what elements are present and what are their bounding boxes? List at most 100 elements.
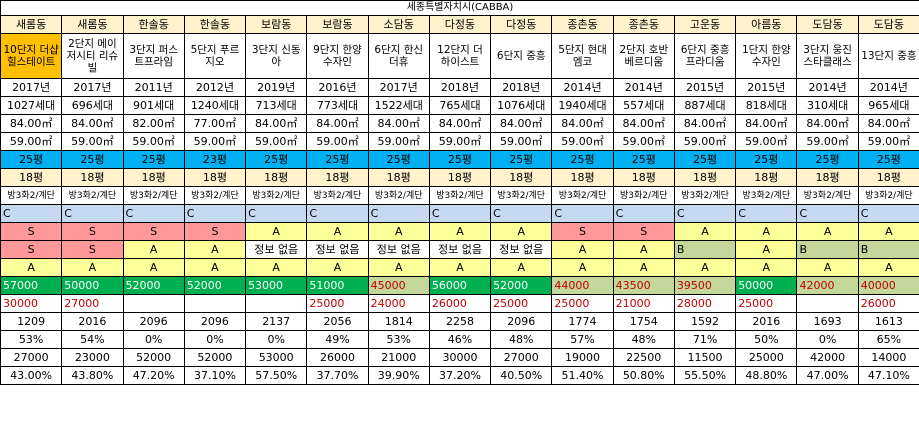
- ratio-percent-cell[interactable]: 37.10%: [183, 366, 247, 385]
- jeonse-ratio-cell[interactable]: 71%: [673, 330, 737, 349]
- pyeong-18-cell[interactable]: 18평: [367, 168, 430, 187]
- gap-amount-cell[interactable]: 11500: [673, 348, 737, 367]
- price-per-pyeong-cell[interactable]: 2137: [245, 312, 308, 331]
- gap-amount-cell[interactable]: 14000: [857, 348, 919, 367]
- area-59-cell[interactable]: 59.00㎡: [428, 132, 492, 151]
- jeonse-ratio-cell[interactable]: 48%: [490, 330, 553, 349]
- complex-name-cell[interactable]: 3단지 퍼스트프라임: [122, 33, 185, 79]
- pyeong-25-cell[interactable]: 25평: [61, 150, 124, 169]
- pyeong-25-cell[interactable]: 25평: [245, 150, 308, 169]
- area-59-cell[interactable]: 59.00㎡: [735, 132, 798, 151]
- area-84-cell[interactable]: 84.00㎡: [673, 114, 737, 133]
- room-type-cell[interactable]: 방3화2/계단: [735, 186, 798, 205]
- room-type-cell[interactable]: 방3화2/계단: [428, 186, 492, 205]
- dong-cell[interactable]: 한솔동: [183, 15, 247, 34]
- pyeong-25-cell[interactable]: 25평: [796, 150, 859, 169]
- pyeong-18-cell[interactable]: 18평: [61, 168, 124, 187]
- area-84-cell[interactable]: 84.00㎡: [551, 114, 614, 133]
- units-cell[interactable]: 310세대: [796, 96, 859, 115]
- grade-3-cell[interactable]: B: [796, 240, 859, 259]
- sale-price-cell[interactable]: 50000: [735, 276, 798, 295]
- area-84-cell[interactable]: 82.00㎡: [122, 114, 185, 133]
- area-84-cell[interactable]: 84.00㎡: [428, 114, 492, 133]
- pyeong-18-cell[interactable]: 18평: [122, 168, 185, 187]
- price-per-pyeong-cell[interactable]: 2258: [428, 312, 492, 331]
- jeonse-ratio-cell[interactable]: 0%: [245, 330, 308, 349]
- grade-3-cell[interactable]: 정보 없음: [428, 240, 492, 259]
- area-59-cell[interactable]: 59.00㎡: [183, 132, 247, 151]
- ratio-percent-cell[interactable]: 50.80%: [612, 366, 675, 385]
- pyeong-18-cell[interactable]: 18평: [673, 168, 737, 187]
- jeonse-price-cell[interactable]: 26000: [857, 294, 919, 313]
- ratio-percent-cell[interactable]: 37.20%: [428, 366, 492, 385]
- price-per-pyeong-cell[interactable]: 1774: [551, 312, 614, 331]
- room-type-cell[interactable]: 방3화2/계단: [306, 186, 369, 205]
- year-cell[interactable]: 2014년: [857, 78, 919, 97]
- units-cell[interactable]: 1240세대: [183, 96, 247, 115]
- grade-1-cell[interactable]: C: [857, 204, 919, 223]
- grade-2-cell[interactable]: A: [245, 222, 308, 241]
- grade-3-cell[interactable]: B: [673, 240, 737, 259]
- grade-1-cell[interactable]: C: [551, 204, 614, 223]
- dong-cell[interactable]: 보람동: [245, 15, 308, 34]
- area-84-cell[interactable]: 84.00㎡: [61, 114, 124, 133]
- room-type-cell[interactable]: 방3화2/계단: [612, 186, 675, 205]
- sale-price-cell[interactable]: 39500: [673, 276, 737, 295]
- jeonse-ratio-cell[interactable]: 50%: [735, 330, 798, 349]
- gap-amount-cell[interactable]: 42000: [796, 348, 859, 367]
- grade-3-cell[interactable]: 정보 없음: [367, 240, 430, 259]
- year-cell[interactable]: 2012년: [183, 78, 247, 97]
- year-cell[interactable]: 2017년: [0, 78, 63, 97]
- dong-cell[interactable]: 새롬동: [0, 15, 63, 34]
- area-59-cell[interactable]: 59.00㎡: [857, 132, 919, 151]
- year-cell[interactable]: 2019년: [245, 78, 308, 97]
- complex-name-cell[interactable]: 9단지 한양수자인: [306, 33, 369, 79]
- units-cell[interactable]: 901세대: [122, 96, 185, 115]
- area-84-cell[interactable]: 84.00㎡: [367, 114, 430, 133]
- grade-2-cell[interactable]: S: [551, 222, 614, 241]
- jeonse-price-cell[interactable]: 24000: [367, 294, 430, 313]
- complex-name-cell[interactable]: 13단지 중흥: [857, 33, 919, 79]
- ratio-percent-cell[interactable]: 39.90%: [367, 366, 430, 385]
- grade-3-cell[interactable]: A: [183, 240, 247, 259]
- room-type-cell[interactable]: 방3화2/계단: [61, 186, 124, 205]
- pyeong-25-cell[interactable]: 23평: [183, 150, 247, 169]
- jeonse-ratio-cell[interactable]: 54%: [61, 330, 124, 349]
- pyeong-18-cell[interactable]: 18평: [0, 168, 63, 187]
- grade-2-cell[interactable]: S: [183, 222, 247, 241]
- area-84-cell[interactable]: 84.00㎡: [0, 114, 63, 133]
- room-type-cell[interactable]: 방3화2/계단: [183, 186, 247, 205]
- jeonse-price-cell[interactable]: 25000: [306, 294, 369, 313]
- gap-amount-cell[interactable]: 23000: [61, 348, 124, 367]
- grade-1-cell[interactable]: C: [0, 204, 63, 223]
- ratio-percent-cell[interactable]: 57.50%: [245, 366, 308, 385]
- ratio-percent-cell[interactable]: 43.80%: [61, 366, 124, 385]
- gap-amount-cell[interactable]: 30000: [428, 348, 492, 367]
- price-per-pyeong-cell[interactable]: 2056: [306, 312, 369, 331]
- grade-1-cell[interactable]: C: [490, 204, 553, 223]
- units-cell[interactable]: 1076세대: [490, 96, 553, 115]
- area-59-cell[interactable]: 59.00㎡: [612, 132, 675, 151]
- grade-3-cell[interactable]: S: [61, 240, 124, 259]
- grade-2-cell[interactable]: A: [367, 222, 430, 241]
- jeonse-price-cell[interactable]: [183, 294, 247, 313]
- year-cell[interactable]: 2014년: [551, 78, 614, 97]
- grade-4-cell[interactable]: A: [367, 258, 430, 277]
- sale-price-cell[interactable]: 45000: [367, 276, 430, 295]
- sale-price-cell[interactable]: 50000: [61, 276, 124, 295]
- dong-cell[interactable]: 종촌동: [551, 15, 614, 34]
- room-type-cell[interactable]: 방3화2/계단: [857, 186, 919, 205]
- grade-4-cell[interactable]: A: [61, 258, 124, 277]
- grade-2-cell[interactable]: A: [490, 222, 553, 241]
- grade-2-cell[interactable]: S: [612, 222, 675, 241]
- room-type-cell[interactable]: 방3화2/계단: [673, 186, 737, 205]
- grade-1-cell[interactable]: C: [796, 204, 859, 223]
- jeonse-ratio-cell[interactable]: 48%: [612, 330, 675, 349]
- grade-1-cell[interactable]: C: [183, 204, 247, 223]
- area-59-cell[interactable]: 59.00㎡: [551, 132, 614, 151]
- grade-2-cell[interactable]: A: [857, 222, 919, 241]
- dong-cell[interactable]: 도담동: [796, 15, 859, 34]
- grade-1-cell[interactable]: C: [673, 204, 737, 223]
- grade-1-cell[interactable]: C: [122, 204, 185, 223]
- ratio-percent-cell[interactable]: 47.10%: [857, 366, 919, 385]
